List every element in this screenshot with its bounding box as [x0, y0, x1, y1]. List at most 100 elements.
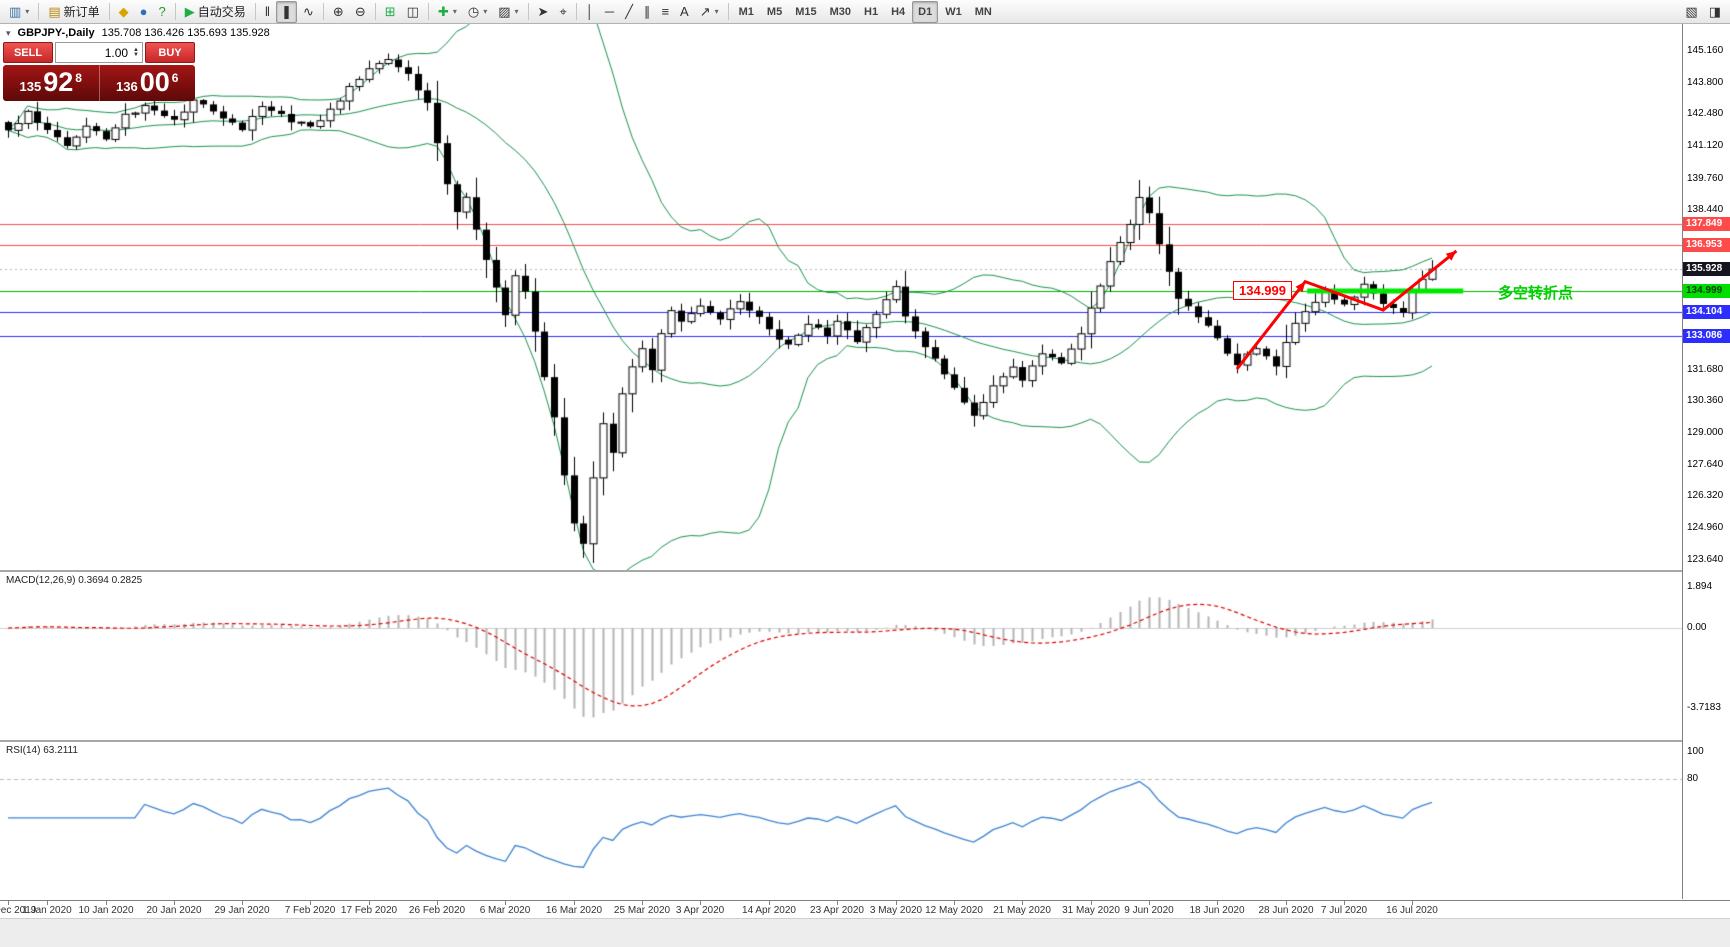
chart-title: ▾ GBPJPY-,Daily 135.708 136.426 135.693 … — [6, 27, 270, 39]
date-label: 18 Jun 2020 — [1189, 905, 1245, 916]
date-label: 25 Mar 2020 — [613, 905, 671, 916]
toolbar-separator — [108, 3, 110, 20]
periods-button[interactable]: ◷ ▾ — [463, 1, 492, 23]
crosshair-button[interactable]: ⌖ — [554, 1, 571, 23]
one-click-collapse-icon[interactable]: ▾ — [6, 27, 11, 38]
indicators-button[interactable]: ✚ ▾ — [433, 1, 462, 23]
print-button[interactable]: ▧ — [1680, 1, 1702, 23]
crosshair-icon: ⌖ — [559, 4, 567, 19]
timeframe-d1-button[interactable]: D1 — [912, 0, 939, 23]
timeframe-m15-button[interactable]: M15 — [795, 5, 817, 18]
price-badge: 136.953 — [1683, 237, 1730, 252]
macd-canvas[interactable] — [0, 572, 1682, 740]
arrange-windows-button[interactable]: ◫ — [402, 1, 424, 23]
bar-chart-mode-button[interactable]: ǁ — [260, 1, 275, 23]
horizontal-line-button[interactable]: ─ — [600, 1, 619, 23]
date-label: 6 Mar 2020 — [479, 905, 531, 916]
new-order-button[interactable]: ▤ 新订单 — [43, 1, 104, 23]
sell-price-prefix: 135 — [19, 79, 42, 94]
tile-windows-button[interactable]: ⊞ — [380, 1, 401, 23]
channel-button[interactable]: ∥ — [639, 1, 656, 23]
timeframe-m1-button[interactable]: M1 — [738, 5, 754, 18]
templates-button[interactable]: ▨ ▾ — [493, 1, 523, 23]
trendline-button[interactable]: ╱ — [620, 1, 638, 23]
sell-price-sup: 8 — [75, 71, 82, 85]
date-label: 20 Jan 2020 — [146, 905, 202, 916]
time-tick — [574, 901, 575, 905]
mql5-community-icon: ◆ — [118, 4, 129, 19]
profile-button[interactable]: ● — [135, 1, 153, 23]
cursor-button[interactable]: ➤ — [533, 1, 554, 23]
volume-input[interactable] — [82, 44, 131, 61]
main-chart-canvas[interactable] — [0, 24, 1682, 570]
price-tick: 129.000 — [1687, 426, 1724, 438]
text-icon: A — [680, 4, 689, 19]
date-label: 12 May 2020 — [925, 905, 983, 916]
arrange-windows-icon: ◫ — [406, 4, 419, 19]
time-tick — [954, 901, 955, 905]
time-tick — [242, 901, 243, 905]
new-order-button-label: 新订单 — [63, 5, 100, 19]
zoom-in-button[interactable]: ⊕ — [328, 1, 349, 23]
rsi-scale-tick: 80 — [1687, 772, 1699, 784]
price-annotation-box[interactable]: 134.999 — [1233, 281, 1292, 300]
date-label: 3 Apr 2020 — [675, 905, 725, 916]
sell-button[interactable]: SELL — [3, 42, 53, 63]
chart-symbol-label: GBPJPY-,Daily — [17, 27, 95, 39]
price-tick: 124.960 — [1687, 522, 1724, 534]
mql5-community-button[interactable]: ◆ — [114, 1, 134, 23]
timeframe-m5-button[interactable]: M5 — [766, 5, 783, 18]
new-chart-button[interactable]: ▥ ▾ — [4, 1, 34, 23]
autotrade-button[interactable]: ▶ 自动交易 — [180, 1, 251, 23]
window-bottom-strip — [0, 918, 1730, 947]
timeframe-h4-button[interactable]: H4 — [891, 5, 906, 18]
time-tick — [896, 901, 897, 905]
buy-price-big: 00 — [139, 67, 170, 97]
sell-price[interactable]: 135 92 8 — [3, 65, 100, 101]
help-button[interactable]: ? — [153, 1, 170, 23]
window-list-button[interactable]: ◨ — [1704, 1, 1726, 23]
vertical-line-button[interactable]: │ — [581, 1, 599, 23]
date-label: 3 May 2020 — [869, 905, 923, 916]
text-button[interactable]: A — [675, 1, 694, 23]
fibonacci-icon: ≡ — [661, 4, 670, 19]
fibonacci-button[interactable]: ≡ — [656, 1, 674, 23]
profile-icon: ● — [139, 4, 148, 19]
price-tick: 126.320 — [1687, 490, 1724, 502]
autotrade-button-label: 自动交易 — [197, 5, 246, 19]
timeframe-h1-button[interactable]: H1 — [864, 5, 879, 18]
vertical-line-icon: │ — [585, 4, 594, 19]
date-label: 7 Jul 2020 — [1320, 905, 1368, 916]
panel-separator[interactable] — [0, 740, 1730, 742]
volume-up-icon[interactable]: ▲ — [133, 46, 139, 53]
toolbar-separator — [727, 3, 729, 20]
time-tick — [47, 901, 48, 905]
timeframe-w1-button[interactable]: W1 — [945, 5, 962, 18]
timeframe-m30-button[interactable]: M30 — [829, 5, 851, 18]
time-tick — [1344, 901, 1345, 905]
panel-separator[interactable] — [0, 570, 1730, 572]
timeframe-mn-button[interactable]: MN — [974, 5, 992, 18]
rsi-canvas[interactable] — [0, 742, 1682, 899]
arrows-button[interactable]: ↗ ▾ — [695, 1, 724, 23]
buy-price[interactable]: 136 00 6 — [100, 65, 196, 101]
time-tick — [1217, 901, 1218, 905]
price-badge: 137.849 — [1683, 216, 1730, 231]
indicators-icon: ✚ — [437, 4, 449, 19]
line-chart-mode-button[interactable]: ∿ — [298, 1, 319, 23]
date-label: 9 Jun 2020 — [1124, 905, 1174, 916]
turning-point-note[interactable]: 多空转折点 — [1498, 285, 1574, 302]
price-tick: 142.480 — [1687, 108, 1724, 120]
cursor-icon: ➤ — [537, 4, 549, 19]
candlestick-mode-button[interactable]: ❚ — [276, 0, 298, 23]
price-scale[interactable]: 145.160 143.800 142.480 141.120 139.760 138.4… — [1682, 24, 1730, 899]
date-label: 28 Jun 2020 — [1258, 905, 1314, 916]
zoom-out-button[interactable]: ⊖ — [350, 1, 371, 23]
volume-down-icon[interactable]: ▼ — [133, 51, 139, 58]
buy-button[interactable]: BUY — [145, 42, 195, 63]
price-tick: 127.640 — [1687, 459, 1724, 471]
time-tick — [700, 901, 701, 905]
time-tick — [174, 901, 175, 905]
time-tick — [310, 901, 311, 905]
